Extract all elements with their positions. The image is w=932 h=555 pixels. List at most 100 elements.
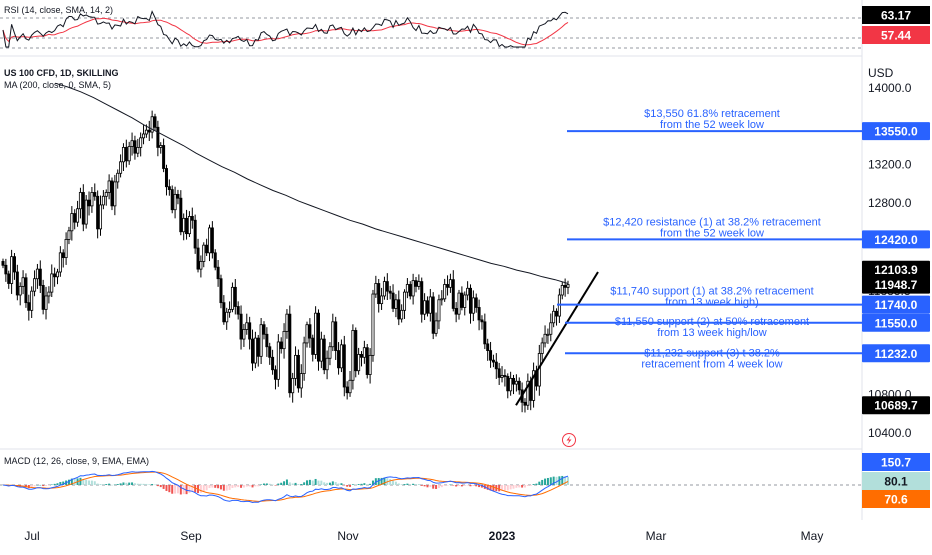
candle[interactable] (311, 334, 315, 362)
candle[interactable] (142, 125, 146, 145)
candle[interactable] (81, 184, 85, 232)
candle[interactable] (371, 289, 375, 362)
candle[interactable] (190, 207, 194, 229)
candle[interactable] (509, 371, 513, 396)
candle[interactable] (33, 270, 37, 297)
candle[interactable] (486, 338, 490, 361)
candle[interactable] (552, 305, 556, 328)
candle[interactable] (288, 305, 292, 398)
candle[interactable] (357, 347, 361, 375)
candle[interactable] (167, 179, 171, 196)
candle[interactable] (391, 284, 395, 313)
candle[interactable] (216, 260, 220, 287)
candle[interactable] (466, 281, 470, 301)
candle[interactable] (282, 323, 286, 359)
candle[interactable] (219, 274, 223, 309)
candle[interactable] (87, 191, 91, 216)
candle[interactable] (560, 282, 564, 300)
candle[interactable] (21, 270, 25, 295)
candle[interactable] (64, 232, 68, 265)
candle[interactable] (196, 238, 200, 273)
candle[interactable] (563, 278, 567, 297)
candle[interactable] (337, 342, 341, 375)
candle[interactable] (302, 336, 306, 381)
candle[interactable] (207, 224, 211, 262)
candle[interactable] (268, 342, 272, 365)
candle[interactable] (555, 308, 559, 326)
candle[interactable] (374, 275, 378, 298)
lightning-icon[interactable] (562, 433, 576, 447)
trendline[interactable] (515, 271, 599, 406)
candle[interactable] (342, 335, 346, 397)
candle[interactable] (503, 369, 507, 387)
candle[interactable] (549, 313, 553, 342)
candle[interactable] (153, 113, 157, 132)
candle[interactable] (532, 362, 536, 408)
candle[interactable] (434, 312, 438, 337)
candle[interactable] (514, 374, 518, 392)
candle[interactable] (360, 351, 364, 367)
candle[interactable] (440, 290, 444, 306)
candle[interactable] (245, 313, 249, 335)
candle[interactable] (248, 316, 252, 350)
candle[interactable] (491, 354, 495, 368)
candle[interactable] (468, 284, 472, 324)
candle[interactable] (10, 249, 14, 294)
candle[interactable] (99, 195, 103, 236)
candle[interactable] (139, 132, 143, 157)
candle[interactable] (73, 209, 77, 230)
candle[interactable] (213, 249, 217, 271)
candle[interactable] (285, 309, 289, 339)
rsi-pane[interactable]: 63.17 57.44 (0, 6, 930, 49)
candle[interactable] (296, 349, 300, 393)
candle[interactable] (354, 327, 358, 378)
candle[interactable] (397, 290, 401, 326)
candle[interactable] (348, 370, 352, 397)
candle[interactable] (90, 186, 94, 213)
candle[interactable] (104, 189, 108, 206)
candle[interactable] (222, 295, 226, 325)
candle[interactable] (136, 138, 140, 158)
candle[interactable] (446, 275, 450, 296)
candle[interactable] (202, 242, 206, 268)
candle[interactable] (133, 135, 137, 160)
candle[interactable] (279, 337, 283, 354)
candle[interactable] (116, 169, 120, 189)
candle[interactable] (259, 318, 263, 364)
candle[interactable] (58, 246, 62, 277)
candle[interactable] (400, 304, 404, 323)
candle[interactable] (405, 278, 409, 299)
candle[interactable] (362, 340, 366, 364)
candle[interactable] (150, 110, 154, 139)
candle[interactable] (394, 294, 398, 318)
candle[interactable] (7, 270, 11, 289)
candle[interactable] (113, 174, 117, 216)
candle[interactable] (500, 366, 504, 383)
candle[interactable] (101, 190, 105, 210)
candle[interactable] (388, 285, 392, 300)
candle[interactable] (377, 278, 381, 313)
candle[interactable] (61, 249, 65, 268)
candle[interactable] (437, 294, 441, 330)
candle[interactable] (130, 132, 134, 156)
candle[interactable] (96, 190, 100, 239)
candle[interactable] (199, 255, 203, 278)
candle[interactable] (477, 299, 481, 331)
candle[interactable] (256, 334, 260, 367)
candle[interactable] (67, 226, 71, 245)
candle[interactable] (403, 289, 407, 319)
candle[interactable] (159, 142, 163, 154)
candle[interactable] (119, 154, 123, 178)
candle[interactable] (193, 214, 197, 254)
candle[interactable] (228, 301, 232, 318)
candle[interactable] (24, 273, 28, 308)
candle[interactable] (351, 324, 355, 390)
candle[interactable] (76, 200, 80, 227)
candle[interactable] (425, 296, 429, 317)
candle[interactable] (107, 174, 111, 200)
candle[interactable] (471, 290, 475, 322)
candle[interactable] (322, 334, 326, 375)
candle[interactable] (380, 287, 384, 310)
